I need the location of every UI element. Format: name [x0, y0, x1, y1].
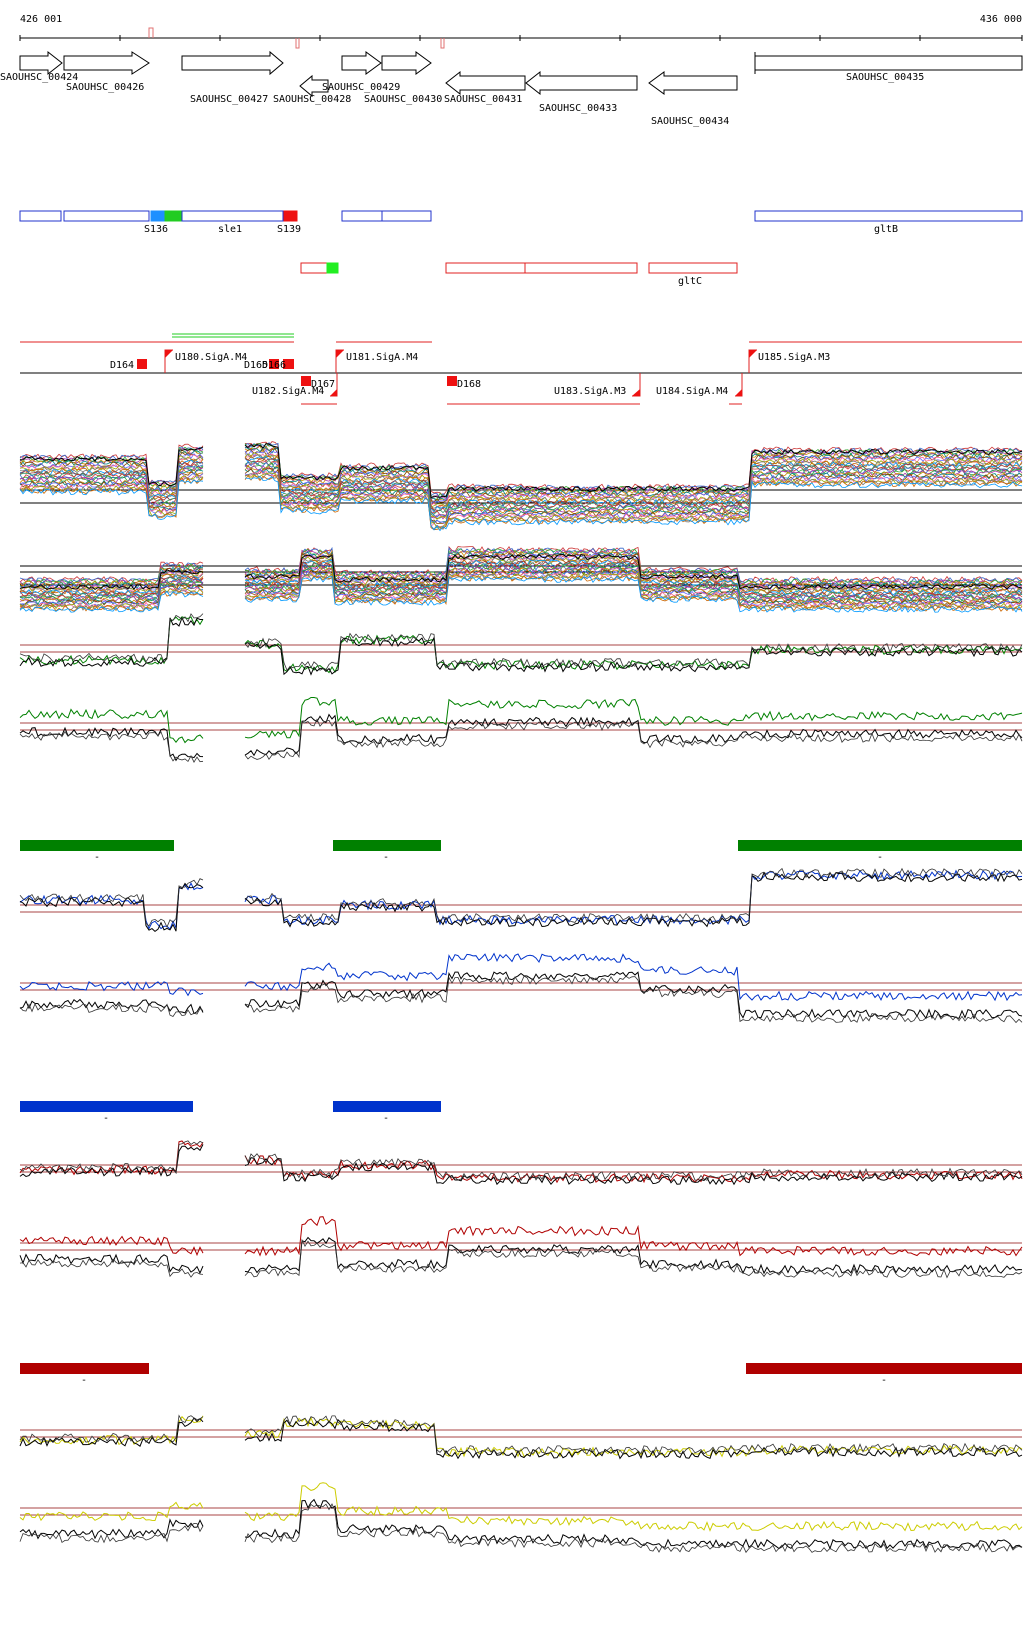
expression-trace [19, 568, 1023, 605]
condition-bar-green [333, 840, 441, 851]
feature-label: S139 [277, 224, 301, 235]
gene-arrow-00435[interactable] [754, 55, 1023, 71]
plus-feature-track: S136 sle1 S139 gltB [19, 210, 1023, 235]
expression-trace [19, 1238, 1023, 1279]
gene-label: SAOUHSC_00430 [364, 94, 442, 105]
expression-trace [19, 1236, 1023, 1275]
promoter-label: D164 [110, 360, 134, 371]
gene-label: SAOUHSC_00435 [846, 72, 924, 83]
expression-trace [19, 553, 1023, 591]
expression-trace [19, 1140, 1023, 1182]
condition-bar-blue [20, 1101, 193, 1112]
condition-marker: - [383, 1113, 389, 1124]
expression-trace [19, 1417, 1023, 1460]
expression-trace [19, 1216, 1023, 1257]
expression-trace [19, 871, 1023, 933]
expression-trace [19, 1503, 1023, 1554]
gene-label: SAOUHSC_00434 [651, 116, 729, 127]
expression-trace [19, 952, 1023, 1002]
gene-arrow-00426[interactable] [63, 51, 150, 75]
gene-label: SAOUHSC_00428 [273, 94, 351, 105]
expression-trace [19, 441, 1023, 497]
expression-trace [19, 697, 1023, 744]
gene-track [19, 50, 1023, 98]
ruler-start-label: 426 001 [20, 14, 62, 25]
gene-label: SAOUHSC_00429 [322, 82, 400, 93]
expression-trace [19, 566, 1023, 604]
expression-trace [19, 975, 1023, 1024]
feature-label: gltB [874, 224, 898, 235]
gene-arrow-00424[interactable] [19, 50, 63, 76]
expression-trace [19, 1414, 1023, 1456]
gene-arrow-00428[interactable] [299, 74, 329, 98]
gene-arrow-00433[interactable] [525, 70, 638, 96]
promoter-track: D164 U180.SigA.M4 D165 D166 U181.SigA.M4… [20, 333, 1022, 405]
gene-label: SAOUHSC_00426 [66, 82, 144, 93]
condition-bars: - - - - - - - [20, 840, 1022, 1386]
expression-trace [19, 564, 1023, 603]
expression-trace [19, 452, 1023, 508]
expression-trace [19, 575, 1023, 613]
expression-trace [19, 867, 1023, 928]
condition-marker: - [103, 1113, 109, 1124]
gene-label: SAOUHSC_00427 [190, 94, 268, 105]
condition-bar-blue [333, 1101, 441, 1112]
promoter-label: D166 [262, 360, 286, 371]
expression-trace [19, 718, 1023, 763]
feature-label: S136 [144, 224, 168, 235]
promoter-label: U182.SigA.M4 [252, 386, 324, 397]
gene-labels: SAOUHSC_00424 SAOUHSC_00426 SAOUHSC_0042… [0, 72, 924, 127]
gene-label: SAOUHSC_00424 [0, 72, 78, 83]
condition-marker: - [94, 852, 100, 863]
expression-trace [19, 468, 1023, 525]
feature-label: sle1 [218, 224, 242, 235]
expression-trace [19, 613, 1023, 671]
expression-trace [19, 1482, 1023, 1532]
condition-marker: - [383, 852, 389, 863]
expression-trace [19, 462, 1023, 519]
gene-arrow-00429[interactable] [341, 51, 382, 75]
expression-trace [19, 443, 1023, 499]
position-ruler: 426 001 436 000 [19, 14, 1023, 49]
promoter-label: D165 [244, 360, 268, 371]
expression-trace [19, 971, 1023, 1020]
gene-arrow-00427[interactable] [181, 50, 284, 76]
condition-marker: - [81, 1375, 87, 1386]
expression-trace [19, 616, 1023, 676]
expression-trace [19, 1140, 1023, 1184]
gene-arrow-00430[interactable] [381, 51, 432, 75]
ruler-end-label: 436 000 [980, 14, 1022, 25]
condition-marker: - [881, 1375, 887, 1386]
condition-bar-red [20, 1363, 149, 1374]
expression-plots [19, 441, 1023, 1554]
expression-trace [19, 475, 1023, 532]
gene-label: SAOUHSC_00433 [539, 103, 617, 114]
promoter-label: U185.SigA.M3 [758, 352, 830, 363]
condition-bar-red [746, 1363, 1022, 1374]
expression-trace [19, 1498, 1023, 1550]
promoter-label: D168 [457, 379, 481, 390]
gene-arrow-00431[interactable] [445, 70, 526, 96]
condition-bar-green [20, 840, 174, 851]
condition-marker: - [877, 852, 883, 863]
gene-arrow-00434[interactable] [648, 71, 738, 95]
gene-label: SAOUHSC_00431 [444, 94, 522, 105]
minus-feature-track: gltC [300, 262, 738, 287]
promoter-label: U180.SigA.M4 [175, 352, 247, 363]
promoter-label: U183.SigA.M3 [554, 386, 626, 397]
feature-label: gltC [678, 276, 702, 287]
condition-bar-green [738, 840, 1022, 851]
promoter-label: U181.SigA.M4 [346, 352, 418, 363]
promoter-label: U184.SigA.M4 [656, 386, 728, 397]
promoter-label: D167 [311, 379, 335, 390]
